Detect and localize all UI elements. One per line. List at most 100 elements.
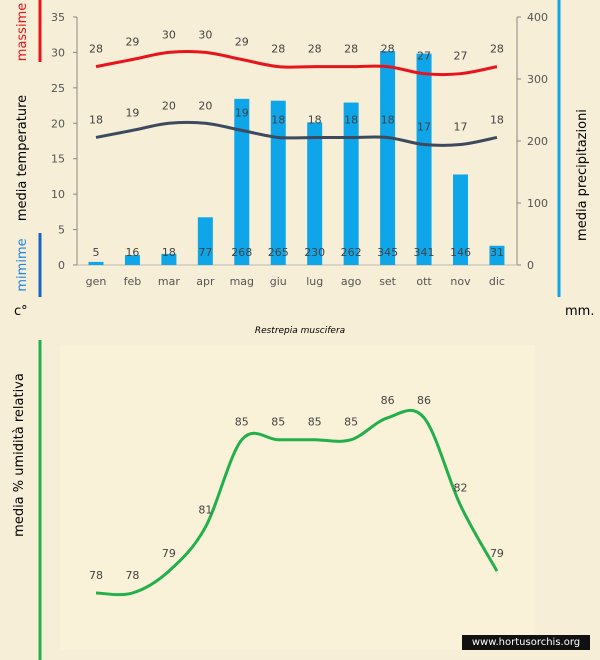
right-tick-label: 200: [527, 135, 548, 148]
month-label: mag: [230, 275, 254, 288]
mean-temp-data-label: 18: [490, 113, 504, 126]
max-label: massime: [15, 3, 30, 61]
humidity-data-label: 85: [235, 416, 249, 429]
precip-bar: [307, 122, 323, 266]
month-label: set: [379, 275, 396, 288]
max-temp-line: [95, 50, 498, 77]
precip-data-label: 18: [162, 246, 176, 259]
humidity-data-label: 81: [198, 503, 212, 516]
precip-data-label: 146: [450, 246, 471, 259]
precip-bar: [234, 98, 250, 265]
precip-data-label: 230: [304, 246, 325, 259]
max-temp-data-label: 30: [162, 28, 176, 41]
precip-bar: [124, 255, 140, 265]
precip-bar: [380, 51, 396, 265]
humidity-plot-background: [60, 345, 535, 650]
precip-data-label: 262: [341, 246, 362, 259]
precip-data-label: 16: [125, 246, 139, 259]
humidity-data-label: 85: [308, 416, 322, 429]
precip-data-label: 77: [198, 246, 212, 259]
min-label: mimime: [15, 238, 30, 291]
precip-bar: [489, 245, 505, 265]
precip-label: media precipitazioni: [575, 109, 590, 241]
mean-temp-data-label: 19: [125, 106, 139, 119]
month-label: lug: [306, 275, 323, 288]
mean-temp-line: [95, 120, 498, 147]
left-tick-label: 35: [51, 11, 65, 24]
max-temp-data-label: 28: [344, 43, 358, 56]
mean-temp-data-label: 17: [454, 121, 468, 134]
watermark: www.hortusorchis.org: [462, 635, 590, 650]
precip-data-label: 268: [231, 246, 252, 259]
month-label: ott: [416, 275, 432, 288]
precip-data-label: 341: [414, 246, 435, 259]
precip-bar: [453, 174, 468, 265]
humidity-label: media % umidità relativa: [12, 373, 27, 537]
mean-temp-data-label: 18: [381, 113, 395, 126]
mean-temp-data-label: 19: [235, 106, 249, 119]
mean-temp-data-label: 18: [89, 113, 103, 126]
precip-bar: [88, 261, 104, 265]
left-tick-label: 10: [51, 188, 65, 201]
humidity-data-label: 78: [89, 569, 103, 582]
max-temp-data-label: 28: [308, 43, 322, 56]
precip-bar: [197, 217, 213, 265]
right-tick-label: 0: [527, 259, 534, 272]
chart-title: Restrepia muscifera: [255, 326, 345, 336]
left-tick-label: 25: [51, 82, 65, 95]
precip-data-label: 5: [93, 246, 100, 259]
max-temp-data-label: 28: [490, 43, 504, 56]
month-label: nov: [450, 275, 471, 288]
month-label: gen: [86, 275, 107, 288]
month-label: giu: [270, 275, 287, 288]
precip-bar: [161, 253, 177, 265]
humidity-data-label: 79: [162, 547, 176, 560]
humidity-data-label: 79: [490, 547, 504, 560]
precip-bar: [416, 53, 432, 265]
max-temp-data-label: 28: [271, 43, 285, 56]
mean-temp-data-label: 17: [417, 121, 431, 134]
max-temp-data-label: 29: [235, 36, 249, 49]
right-tick-label: 400: [527, 11, 548, 24]
humidity-data-label: 85: [271, 416, 285, 429]
humidity-data-label: 86: [381, 394, 395, 407]
humidity-data-label: 78: [125, 569, 139, 582]
max-temp-data-label: 28: [381, 43, 395, 56]
humidity-data-label: 85: [344, 416, 358, 429]
month-label: mar: [158, 275, 180, 288]
precip-data-label: 31: [490, 246, 504, 259]
right-tick-label: 300: [527, 73, 548, 86]
mean-temp-data-label: 20: [162, 99, 176, 112]
mean-temp-data-label: 18: [308, 113, 322, 126]
right-tick-label: 100: [527, 197, 548, 210]
max-temp-data-label: 28: [89, 43, 103, 56]
left-tick-label: 20: [51, 117, 65, 130]
mean-temp-data-label: 18: [271, 113, 285, 126]
precip-unit: mm.: [565, 304, 594, 319]
mean-temp-data-label: 18: [344, 113, 358, 126]
precip-bar: [270, 100, 286, 265]
precip-data-label: 345: [377, 246, 398, 259]
max-temp-data-label: 27: [454, 50, 468, 63]
temp-unit: c°: [14, 304, 28, 319]
month-label: ago: [341, 275, 362, 288]
month-label: apr: [196, 275, 215, 288]
left-tick-label: 5: [58, 224, 65, 237]
precip-data-label: 265: [268, 246, 289, 259]
left-tick-label: 30: [51, 46, 65, 59]
month-label: feb: [124, 275, 142, 288]
humidity-data-label: 86: [417, 394, 431, 407]
humidity-data-label: 82: [454, 481, 468, 494]
max-temp-data-label: 30: [198, 28, 212, 41]
max-temp-data-label: 27: [417, 50, 431, 63]
humidity-line: [95, 408, 499, 597]
left-tick-label: 0: [58, 259, 65, 272]
month-label: dic: [489, 275, 505, 288]
mean-temp-data-label: 20: [198, 99, 212, 112]
mean-temp-label: media temperature: [15, 95, 30, 221]
max-temp-data-label: 29: [125, 36, 139, 49]
left-tick-label: 15: [51, 153, 65, 166]
precip-bar: [343, 102, 359, 265]
